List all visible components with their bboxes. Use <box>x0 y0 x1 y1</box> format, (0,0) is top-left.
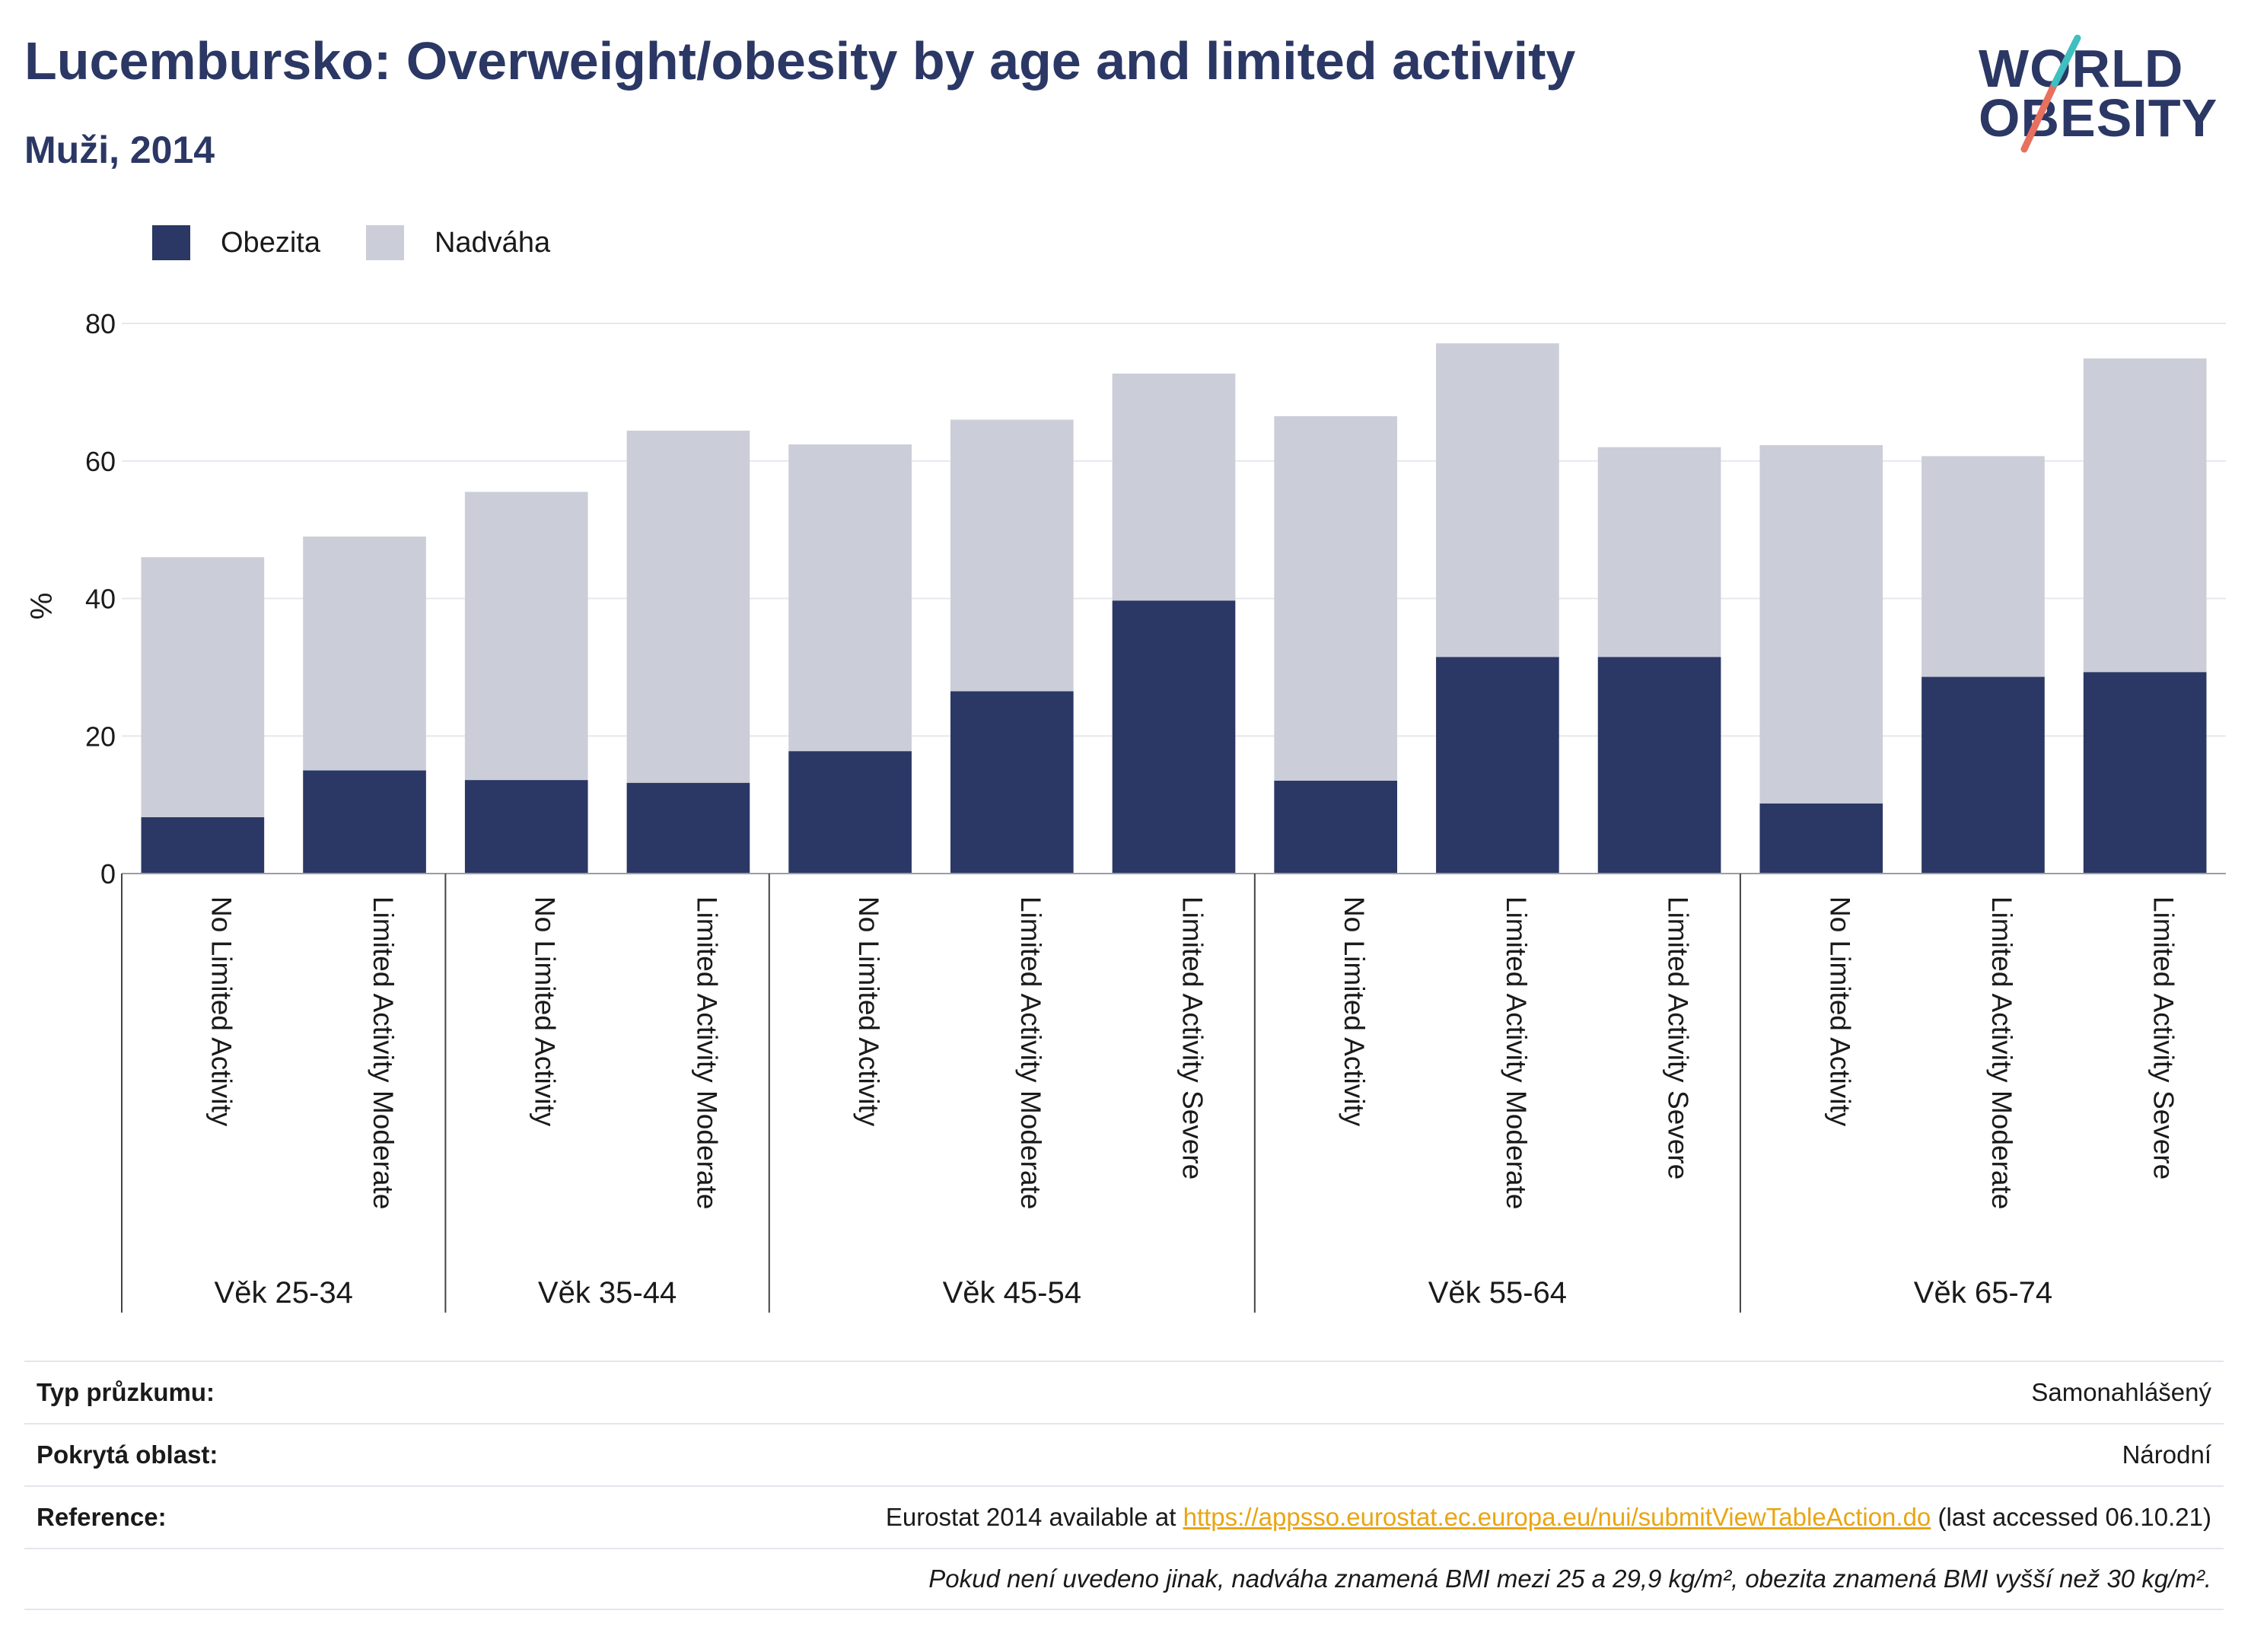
bmi-note: Pokud není uvedeno jinak, nadváha znamen… <box>928 1564 2211 1593</box>
bar-nadvaha <box>2083 358 2207 673</box>
bar-obezita <box>1112 600 1236 874</box>
group-label: Věk 65-74 <box>1914 1276 2052 1310</box>
x-tick-label: Limited Activity Moderate <box>1501 896 1532 1209</box>
legend-item-nadvaha: Nadváha <box>365 225 551 260</box>
group-label: Věk 55-64 <box>1428 1276 1567 1310</box>
stacked-bar-chart: 0 20 40 60 80% No Limited Activity Limited Act… <box>25 308 2226 1313</box>
chart-legend: Obezita Nadváha <box>152 225 596 260</box>
logo-slash-icon <box>2020 34 2081 153</box>
x-tick-label: No Limited Activity <box>1339 896 1370 1127</box>
x-tick-label: No Limited Activity <box>530 896 561 1127</box>
bar-nadvaha <box>950 419 1074 692</box>
chart-title: Lucembursko: Overweight/obesity by age a… <box>24 31 1576 91</box>
y-tick-label: 20 <box>85 721 116 752</box>
bar-nadvaha <box>1921 456 2045 677</box>
y-tick-label: 0 <box>100 858 116 890</box>
bar-obezita <box>626 782 750 874</box>
bar-nadvaha <box>626 430 750 783</box>
bar-nadvaha <box>1436 343 1559 657</box>
group-label: Věk 45-54 <box>943 1276 1081 1310</box>
x-tick-label: Limited Activity Moderate <box>1986 896 2017 1209</box>
bar-obezita <box>1759 803 1883 874</box>
y-tick-label: 40 <box>85 584 116 615</box>
x-tick-label: Limited Activity Moderate <box>1015 896 1046 1209</box>
info-row-reference: Reference: Eurostat 2014 available at ht… <box>24 1485 2224 1548</box>
bar-obezita <box>2083 672 2207 874</box>
reference-label: Reference: <box>37 1503 167 1531</box>
bar-nadvaha <box>1112 373 1236 601</box>
bar-obezita <box>1274 780 1398 874</box>
y-tick-label: 80 <box>85 308 116 339</box>
legend-item-obezita: Obezita <box>152 225 320 260</box>
legend-label-obezita: Obezita <box>221 226 320 259</box>
x-tick-label: No Limited Activity <box>1824 896 1855 1127</box>
group-label: Věk 35-44 <box>538 1276 677 1310</box>
bar-obezita <box>1436 657 1559 874</box>
x-tick-label: Limited Activity Moderate <box>691 896 722 1209</box>
logo-line-2: OBESITY <box>1979 88 2218 148</box>
x-tick-label: No Limited Activity <box>205 896 237 1127</box>
info-row-coverage: Pokrytá oblast: Národní <box>24 1423 2224 1485</box>
bar-obezita <box>950 691 1074 874</box>
reference-suffix: (last accessed 06.10.21) <box>1931 1503 2211 1531</box>
survey-type-label: Typ průzkumu: <box>37 1378 215 1406</box>
x-tick-label: Limited Activity Severe <box>2148 896 2179 1179</box>
bar-nadvaha <box>1597 447 1721 657</box>
x-tick-label: Limited Activity Severe <box>1177 896 1208 1179</box>
bar-obezita <box>788 751 912 874</box>
bar-obezita <box>141 816 265 874</box>
chart-subtitle: Muži, 2014 <box>24 129 215 171</box>
bar-nadvaha <box>1759 444 1883 804</box>
bar-nadvaha <box>464 492 588 781</box>
coverage-label: Pokrytá oblast: <box>37 1440 218 1469</box>
bar-nadvaha <box>141 557 265 817</box>
x-tick-label: No Limited Activity <box>853 896 884 1127</box>
bar-obezita <box>1597 657 1721 874</box>
reference-link[interactable]: https://appsso.eurostat.ec.europa.eu/nui… <box>1183 1503 1931 1531</box>
reference-value: Eurostat 2014 available at https://appss… <box>886 1503 2211 1532</box>
y-axis-label: % <box>25 593 59 620</box>
legend-label-nadvaha: Nadváha <box>434 226 551 259</box>
survey-type-value: Samonahlášený <box>2031 1378 2211 1406</box>
info-row-survey-type: Typ průzkumu: Samonahlášený <box>24 1361 2224 1423</box>
coverage-value: Národní <box>2122 1440 2211 1469</box>
bar-nadvaha <box>1274 416 1398 781</box>
y-tick-label: 60 <box>85 446 116 477</box>
bar-nadvaha <box>788 444 912 752</box>
logo-line-1: WORLD <box>1979 39 2184 98</box>
bar-obezita <box>303 770 426 874</box>
x-tick-label: Limited Activity Severe <box>1663 896 1694 1179</box>
info-table: Typ průzkumu: Samonahlášený Pokrytá obla… <box>24 1361 2224 1610</box>
bar-obezita <box>1921 676 2045 874</box>
bar-obezita <box>464 780 588 874</box>
x-tick-label: Limited Activity Moderate <box>368 896 399 1209</box>
legend-swatch-obezita <box>152 225 190 260</box>
group-label: Věk 25-34 <box>215 1276 353 1310</box>
reference-prefix: Eurostat 2014 available at <box>885 1503 1183 1531</box>
legend-swatch-nadvaha <box>365 225 404 260</box>
world-obesity-logo: WORLD OBESITY <box>1979 30 2237 167</box>
bar-nadvaha <box>303 536 426 771</box>
info-row-note: Pokud není uvedeno jinak, nadváha znamen… <box>24 1548 2224 1610</box>
